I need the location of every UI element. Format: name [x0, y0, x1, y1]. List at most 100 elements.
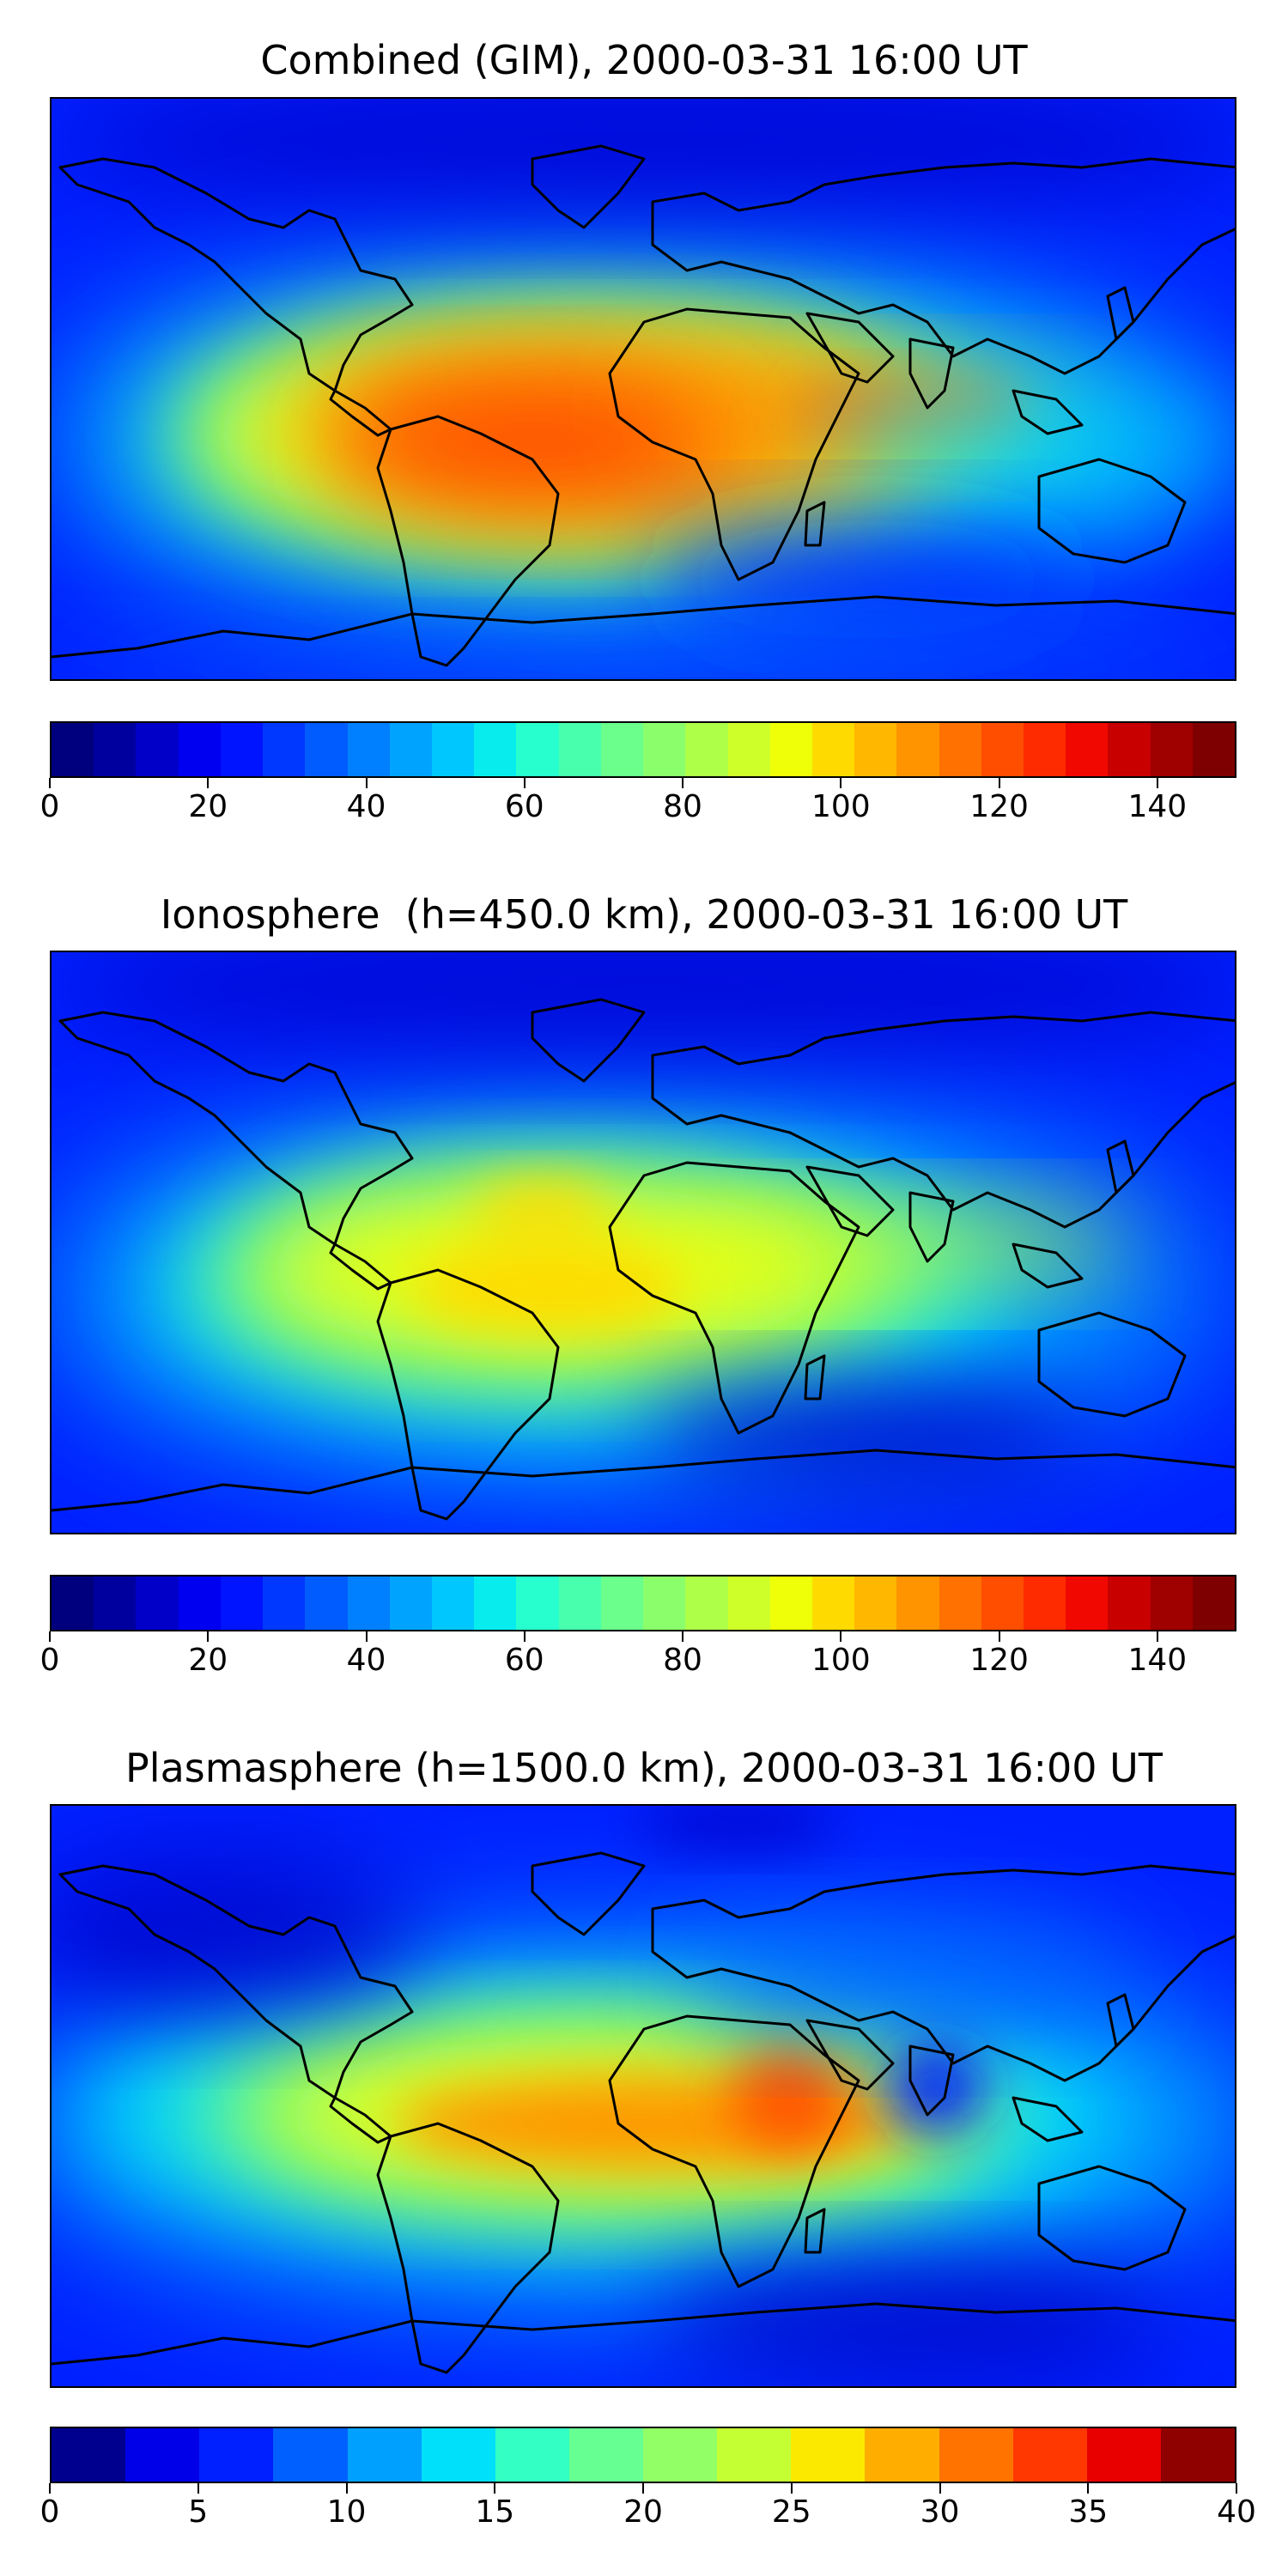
colorbar-segment	[769, 1577, 812, 1630]
colorbar-tick	[642, 2483, 644, 2494]
colorbar-segment	[474, 723, 517, 776]
colorbar-tick	[1156, 778, 1158, 788]
panel-2-map	[50, 951, 1236, 1534]
colorbar-tick-label: 140	[1127, 789, 1188, 824]
colorbar-tick-label: 0	[39, 789, 60, 824]
colorbar-segment	[643, 723, 686, 776]
panel-1-title: Combined (GIM), 2000-03-31 16:00 UT	[260, 37, 1028, 83]
colorbar-segment	[854, 1577, 897, 1630]
field-blob	[635, 1806, 841, 1849]
colorbar-segment	[305, 723, 348, 776]
colorbar-segment	[865, 2428, 939, 2482]
colorbar-tick-label: 20	[623, 2494, 663, 2530]
colorbar-segment	[1066, 723, 1109, 776]
coastline-path	[908, 337, 955, 410]
colorbar-segment	[220, 1577, 264, 1630]
colorbar-tick	[207, 778, 210, 788]
colorbar-segment	[1024, 723, 1066, 776]
colorbar-tick	[998, 778, 1000, 788]
colorbar-segment	[981, 723, 1024, 776]
colorbar-segment	[643, 1577, 686, 1630]
colorbar-segment	[1012, 2428, 1087, 2482]
colorbar-segment	[685, 723, 728, 776]
coastline-path	[58, 157, 414, 392]
colorbar-tick-label: 40	[1217, 2494, 1256, 2530]
colorbar-segment	[1160, 2428, 1235, 2482]
colorbar-tick	[207, 1631, 210, 1642]
coastline-path	[52, 1449, 1235, 1512]
colorbar-segment	[643, 2428, 718, 2482]
field-blob	[412, 1240, 687, 1334]
colorbar-tick-label: 100	[811, 789, 871, 824]
colorbar-segment	[52, 723, 94, 776]
colorbar-segment	[273, 2428, 348, 2482]
colorbar-segment	[389, 723, 432, 776]
coastline-path	[376, 415, 560, 667]
coastline-path	[329, 2096, 392, 2144]
coastline-path	[1106, 286, 1135, 341]
colorbar-segment	[1150, 1577, 1193, 1630]
colorbar-segment	[791, 2428, 866, 2482]
colorbar-tick	[49, 2483, 51, 2494]
colorbar-segment	[220, 723, 264, 776]
colorbar-segment	[516, 723, 559, 776]
colorbar-tick-label: 60	[504, 789, 544, 824]
colorbar-segment	[896, 723, 939, 776]
tec-map-svg	[52, 1806, 1235, 2386]
colorbar-segment	[1024, 1577, 1066, 1630]
coastline-path	[376, 2122, 560, 2374]
colorbar-segment	[474, 1577, 517, 1630]
colorbar-tick-label: 60	[504, 1643, 544, 1678]
colorbar-segment	[939, 1577, 981, 1630]
coastline-path	[531, 1851, 646, 1936]
colorbar-segment	[939, 2428, 1013, 2482]
tec-map-svg	[52, 952, 1235, 1533]
colorbar-segment	[727, 723, 770, 776]
field-blob	[52, 952, 1235, 1055]
coastline-path	[1012, 1242, 1084, 1289]
colorbar-tick	[494, 2483, 496, 2494]
colorbar-segment	[717, 2428, 792, 2482]
colorbar-segment	[421, 2428, 495, 2482]
colorbar-segment	[727, 1577, 770, 1630]
colorbar-tick	[523, 1631, 526, 1642]
coastlines	[52, 144, 1235, 667]
coastline-path	[58, 1864, 414, 2099]
field-blob	[884, 2042, 987, 2136]
field-blob	[687, 1917, 1133, 2038]
colorbar-tick	[365, 1631, 368, 1642]
colorbar-segment	[347, 1577, 390, 1630]
colorbar-segment	[896, 1577, 939, 1630]
coastline-path	[805, 312, 895, 384]
colorbar-segment	[305, 1577, 348, 1630]
colorbar-segment	[769, 723, 812, 776]
colorbar-tick-label: 10	[326, 2494, 367, 2530]
colorbar-tick-label: 5	[188, 2494, 209, 2530]
colorbar-tick	[365, 778, 368, 788]
colorbar-segment	[811, 723, 855, 776]
colorbar-segment	[1150, 723, 1193, 776]
colorbar-tick-label: 140	[1127, 1643, 1188, 1678]
coastline-path	[329, 1242, 392, 1291]
colorbar-segment	[263, 723, 306, 776]
coastline-path	[52, 2302, 1235, 2366]
coastline-path	[608, 1161, 860, 1435]
coastline-path	[908, 1191, 955, 1263]
panel-3-colorbar	[50, 2427, 1236, 2483]
coastline-path	[804, 2208, 826, 2254]
colorbar-tick	[523, 778, 526, 788]
coastline-path	[52, 595, 1235, 659]
colorbar-segment	[347, 723, 390, 776]
coastline-path	[804, 1354, 826, 1400]
colorbar-tick-label: 20	[188, 789, 228, 824]
colorbar-tick-label: 40	[346, 1643, 386, 1678]
colorbar-tick-label: 15	[475, 2494, 515, 2530]
coastlines	[52, 1851, 1235, 2374]
colorbar-tick	[49, 778, 51, 788]
colorbar-segment	[136, 1577, 179, 1630]
colorbar-tick-label: 40	[346, 789, 386, 824]
tec-map-svg	[52, 99, 1235, 679]
field-blob	[687, 1201, 1133, 1287]
panel-2-title: Ionosphere (h=450.0 km), 2000-03-31 16:0…	[160, 891, 1128, 938]
colorbar-segment	[52, 1577, 94, 1630]
